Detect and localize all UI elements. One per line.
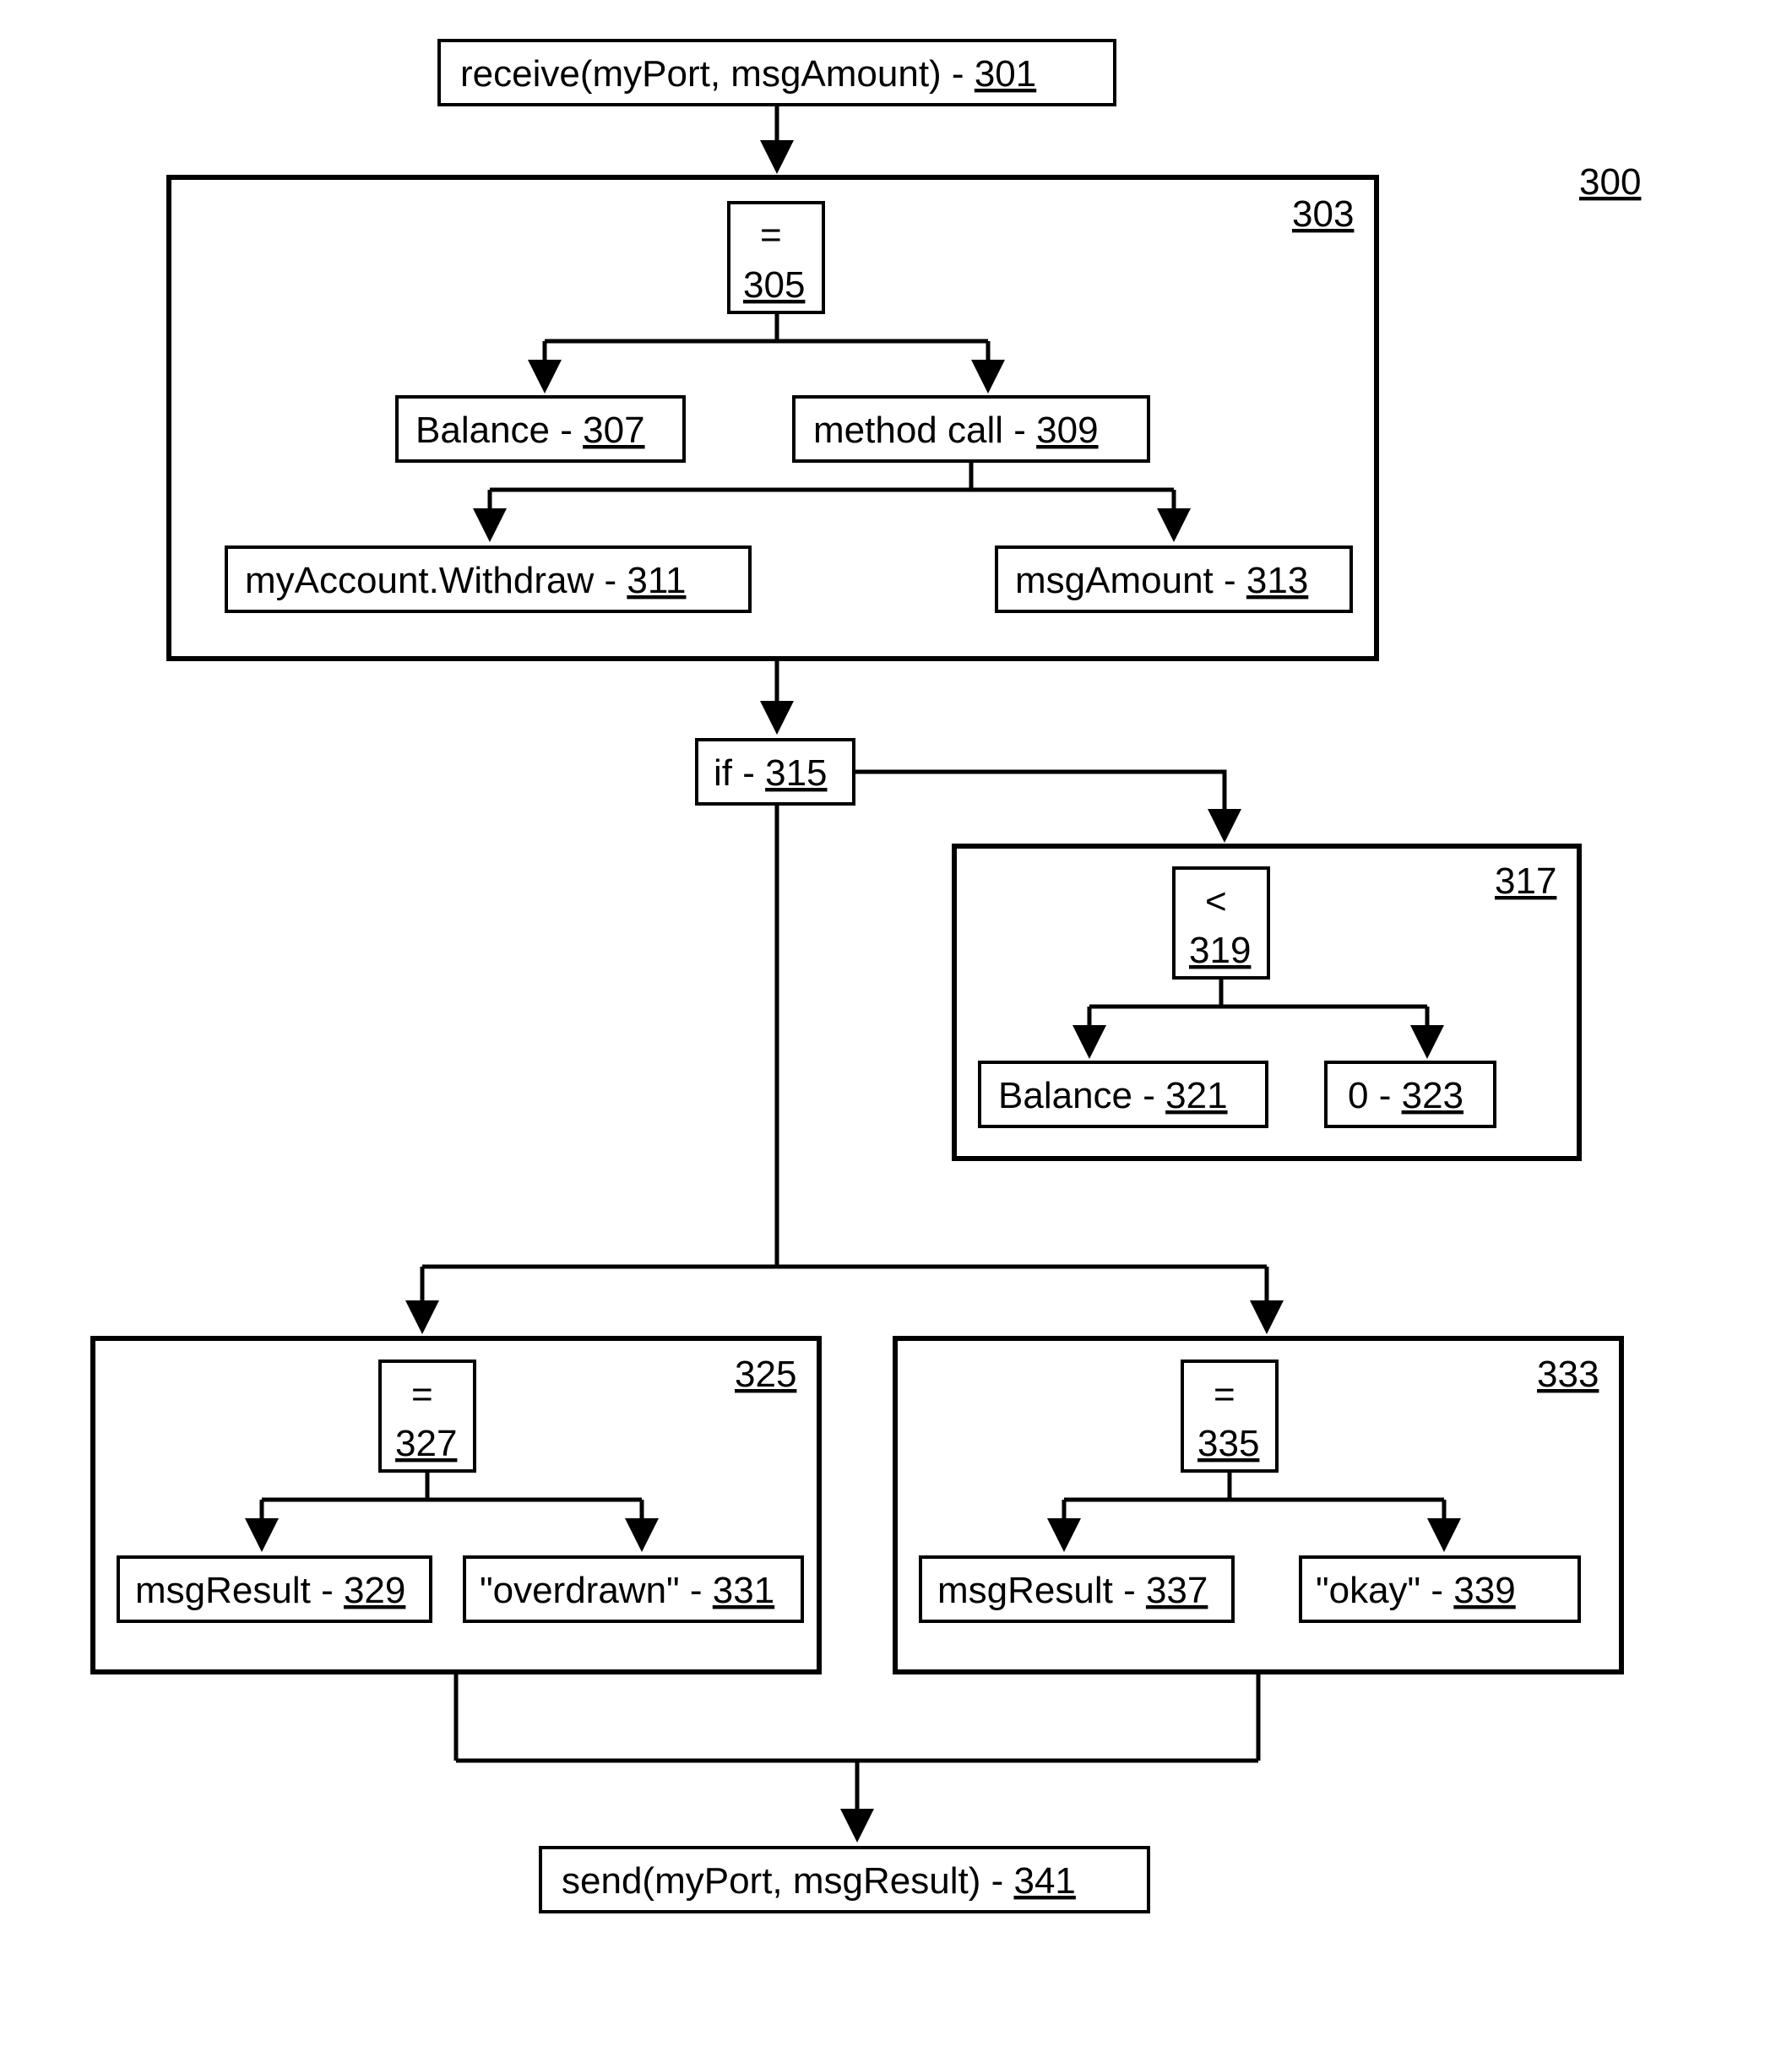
svg-text:Balance - 321: Balance - 321 — [998, 1075, 1228, 1116]
svg-text:receive(myPort, msgAmount) - 3: receive(myPort, msgAmount) - 301 — [460, 53, 1036, 95]
container-303: 303 = 305 Balance - 307 method call - 30… — [169, 177, 1377, 659]
node-if: if - 315 — [697, 740, 854, 804]
container-333-ref: 333 — [1537, 1354, 1599, 1395]
node-305-label: = — [760, 214, 782, 256]
node-319-label: < — [1205, 881, 1227, 922]
node-337-ref: 337 — [1146, 1570, 1208, 1611]
svg-text:method call - 309: method call - 309 — [813, 410, 1099, 451]
node-send: send(myPort, msgResult) - 341 — [540, 1848, 1149, 1912]
node-323-ref: 323 — [1402, 1075, 1463, 1116]
svg-text:"overdrawn" - 331: "overdrawn" - 331 — [480, 1570, 774, 1611]
svg-text:msgResult - 337: msgResult - 337 — [937, 1570, 1208, 1611]
node-receive: receive(myPort, msgAmount) - 301 — [439, 41, 1115, 105]
node-313-ref: 313 — [1246, 560, 1308, 601]
node-305-ref: 305 — [743, 264, 805, 306]
node-341-ref: 341 — [1013, 1860, 1075, 1902]
container-325-ref: 325 — [735, 1354, 796, 1395]
node-307-ref: 307 — [583, 410, 644, 451]
node-329-label: msgResult — [135, 1570, 311, 1611]
node-309-ref: 309 — [1036, 410, 1098, 451]
node-321-label: Balance — [998, 1075, 1132, 1116]
node-313-label: msgAmount — [1015, 560, 1214, 601]
node-327-ref: 327 — [395, 1423, 457, 1464]
container-317-ref: 317 — [1495, 860, 1556, 902]
svg-text:msgResult - 329: msgResult - 329 — [135, 1570, 405, 1611]
node-341-label: send(myPort, msgResult) — [562, 1860, 980, 1902]
svg-text:myAccount.Withdraw - 311: myAccount.Withdraw - 311 — [245, 560, 687, 601]
node-331-ref: 331 — [713, 1570, 774, 1611]
node-329-ref: 329 — [344, 1570, 405, 1611]
node-311-ref: 311 — [627, 560, 686, 601]
node-receive-ref: 301 — [975, 53, 1036, 95]
node-321-ref: 321 — [1165, 1075, 1227, 1116]
node-309-label: method call — [813, 410, 1003, 451]
node-319-ref: 319 — [1189, 930, 1251, 971]
container-325: 325 = 327 msgResult - 329 "overdrawn" - … — [93, 1338, 819, 1672]
svg-text:0 - 323: 0 - 323 — [1348, 1075, 1463, 1116]
svg-text:Balance - 307: Balance - 307 — [415, 410, 645, 451]
node-307-label: Balance — [415, 410, 550, 451]
node-311-label: myAccount.Withdraw — [245, 560, 594, 601]
figure-ref: 300 — [1579, 161, 1641, 203]
node-339-label: "okay" — [1316, 1570, 1420, 1611]
container-333: 333 = 335 msgResult - 337 "okay" - 339 — [895, 1338, 1621, 1672]
node-327-label: = — [411, 1374, 433, 1415]
node-331-label: "overdrawn" — [480, 1570, 680, 1611]
node-315-label: if — [714, 752, 733, 794]
node-335-ref: 335 — [1197, 1423, 1259, 1464]
container-303-ref: 303 — [1292, 193, 1354, 235]
node-315-ref: 315 — [765, 752, 827, 794]
node-339-ref: 339 — [1453, 1570, 1515, 1611]
svg-text:msgAmount - 313: msgAmount - 313 — [1015, 560, 1308, 601]
node-337-label: msgResult — [937, 1570, 1113, 1611]
svg-text:if - 315: if - 315 — [714, 752, 828, 794]
svg-text:send(myPort, msgResult) - 341: send(myPort, msgResult) - 341 — [562, 1860, 1076, 1902]
node-receive-label: receive(myPort, msgAmount) — [460, 53, 942, 95]
edge-315-317 — [854, 772, 1225, 834]
svg-text:"okay" - 339: "okay" - 339 — [1316, 1570, 1516, 1611]
node-335-label: = — [1214, 1374, 1235, 1415]
node-323-label: 0 — [1348, 1075, 1368, 1116]
container-317: 317 < 319 Balance - 321 0 - 323 — [954, 846, 1579, 1159]
